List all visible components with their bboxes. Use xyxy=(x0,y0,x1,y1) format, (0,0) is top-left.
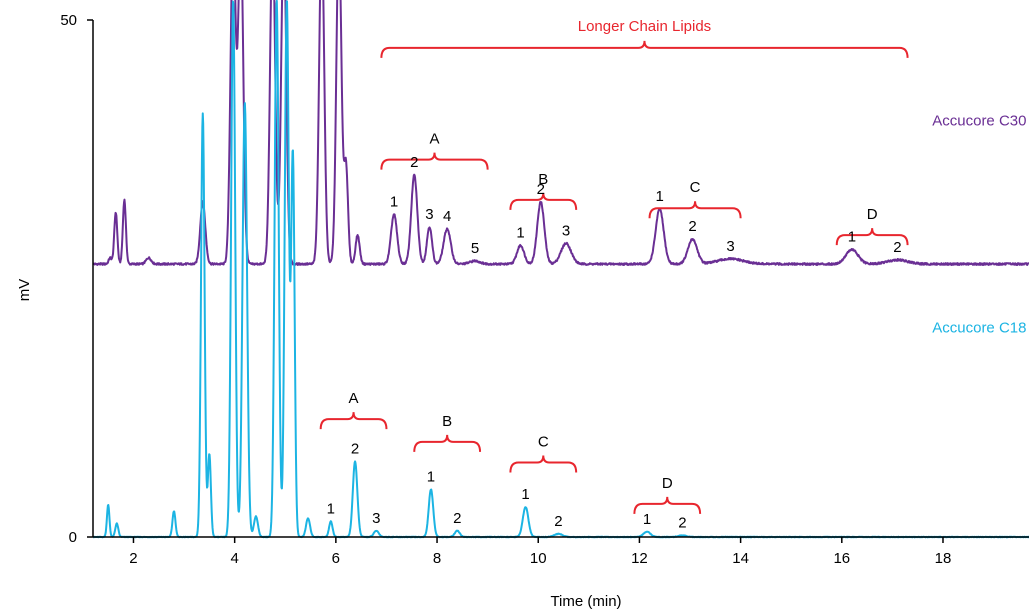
peak-label: 1 xyxy=(327,500,335,517)
x-tick-label: 10 xyxy=(530,550,547,567)
y-tick-label: 50 xyxy=(60,12,77,29)
series-line-c18 xyxy=(93,0,1029,539)
overall-bracket xyxy=(380,40,909,58)
series-label-c30: Accucore C30 xyxy=(932,112,1026,129)
group-label-a: A xyxy=(430,131,440,148)
peak-label: 3 xyxy=(425,206,433,223)
y-tick-label: 0 xyxy=(69,529,77,546)
x-tick-label: 16 xyxy=(833,550,850,567)
group-bracket-a xyxy=(380,152,489,170)
x-tick-label: 18 xyxy=(935,550,952,567)
peak-label: 4 xyxy=(443,208,451,225)
series-label-c18: Accucore C18 xyxy=(932,319,1026,336)
axes: 2 4 6 8 10 12 14 16 18 050 Time (min) mV xyxy=(16,12,1029,610)
group-bracket-a xyxy=(319,412,388,430)
peak-label: 3 xyxy=(562,222,570,239)
peak-label: 2 xyxy=(893,239,901,256)
peak-label: 2 xyxy=(351,441,359,458)
group-label-a: A xyxy=(349,390,359,407)
group-label-c: C xyxy=(538,434,549,451)
x-tick-label: 4 xyxy=(230,550,238,567)
x-tick-label: 8 xyxy=(433,550,441,567)
peak-label: 1 xyxy=(521,486,529,503)
peak-label: 1 xyxy=(655,188,663,205)
peak-label: 1 xyxy=(643,511,651,528)
group-label-d: D xyxy=(867,206,878,223)
peak-label: 2 xyxy=(537,181,545,198)
peak-label: 1 xyxy=(427,468,435,485)
peak-label: 1 xyxy=(516,224,524,241)
x-axis-ticks: 2 4 6 8 10 12 14 16 18 xyxy=(129,537,951,567)
x-axis-title: Time (min) xyxy=(550,593,621,610)
group-bracket-d xyxy=(633,496,702,514)
peak-label: 1 xyxy=(848,229,856,246)
x-tick-label: 6 xyxy=(332,550,340,567)
peak-label: 5 xyxy=(471,240,479,257)
peak-label: 2 xyxy=(688,218,696,235)
peak-label: 3 xyxy=(372,510,380,527)
peak-label: 3 xyxy=(726,238,734,255)
group-bracket-c xyxy=(509,455,578,473)
series-line-c30 xyxy=(93,0,1029,266)
y-axis-title: mV xyxy=(16,279,33,302)
peak-label: 2 xyxy=(678,514,686,531)
peak-label: 2 xyxy=(453,510,461,527)
overall-bracket-label: Longer Chain Lipids xyxy=(578,18,711,35)
group-label-b: B xyxy=(538,171,548,188)
x-tick-label: 2 xyxy=(129,550,137,567)
peak-label: 2 xyxy=(410,154,418,171)
group-label-c: C xyxy=(690,179,701,196)
group-label-b: B xyxy=(442,413,452,430)
group-bracket-c xyxy=(648,201,742,219)
group-label-d: D xyxy=(662,475,673,492)
peak-label: 2 xyxy=(554,513,562,530)
x-tick-label: 14 xyxy=(732,550,749,567)
group-bracket-b xyxy=(413,434,482,452)
group-bracket-b xyxy=(509,192,578,210)
chromatogram-traces xyxy=(93,0,1029,539)
x-tick-label: 12 xyxy=(631,550,648,567)
peak-label: 1 xyxy=(390,193,398,210)
group-bracket-d xyxy=(835,228,909,246)
y-axis-ticks: 0 50 xyxy=(60,12,93,546)
